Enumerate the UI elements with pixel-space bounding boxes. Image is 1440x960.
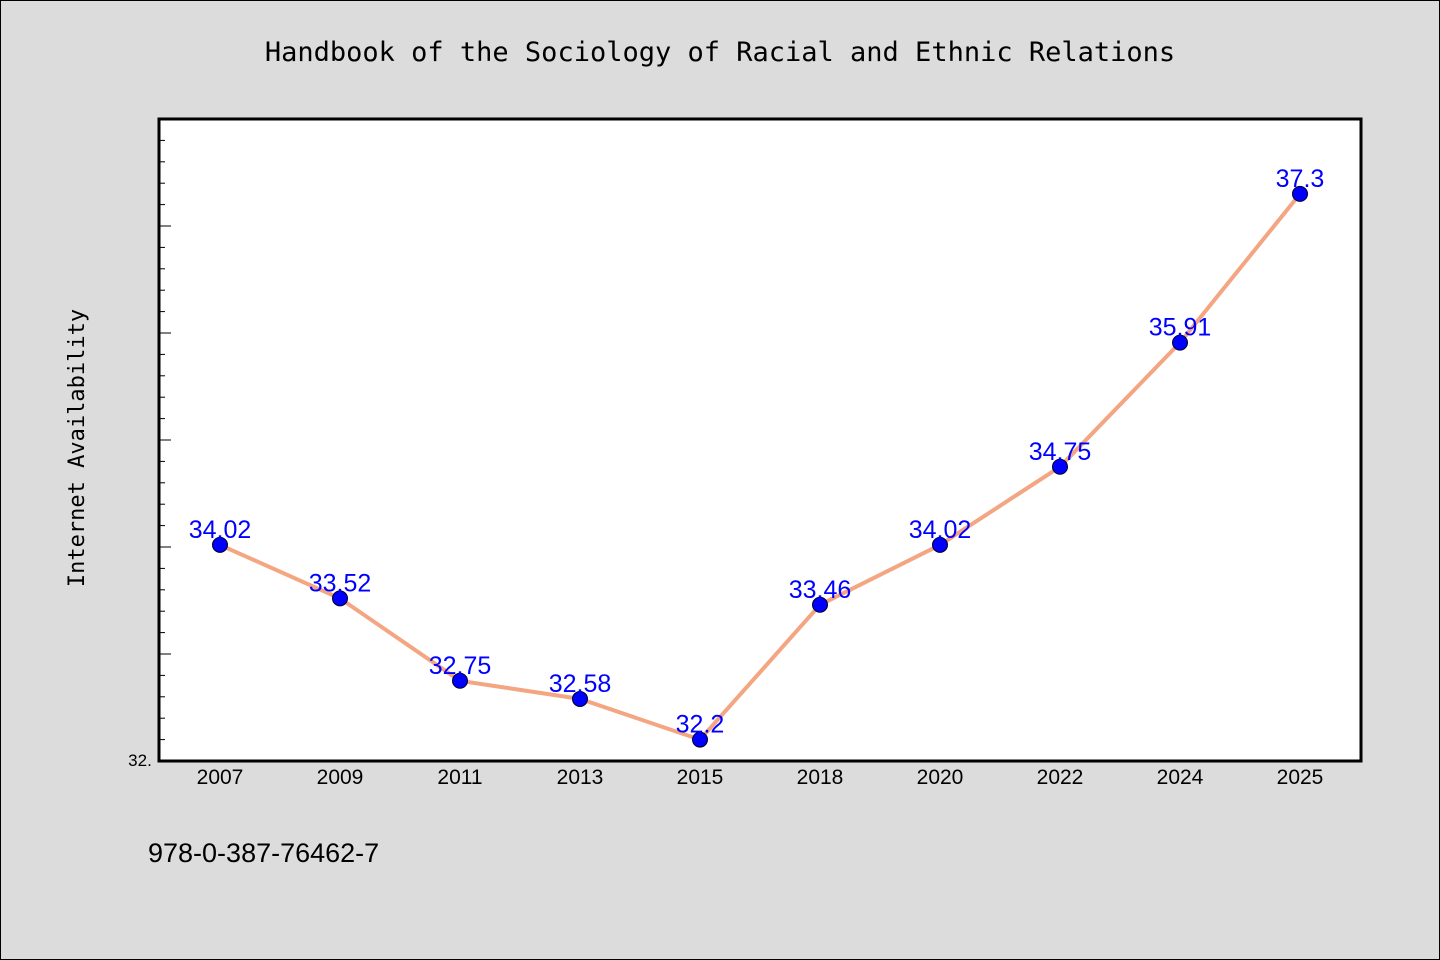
series-line	[218, 191, 1302, 742]
x-tick-label: 2015	[677, 766, 724, 789]
chart-title: Handbook of the Sociology of Racial and …	[265, 37, 1175, 68]
data-point	[332, 590, 348, 607]
data-label: 32.2	[676, 711, 725, 739]
x-tick-label: 2007	[197, 766, 244, 789]
x-tick-label: 2022	[1037, 766, 1084, 789]
x-tick-label: 2024	[1157, 766, 1204, 789]
data-label: 35.91	[1149, 314, 1212, 342]
data-label: 37.3	[1276, 165, 1325, 193]
y-axis-ticks	[159, 118, 171, 762]
y-axis-label: Internet Availability	[65, 309, 90, 587]
x-tick-label: 2025	[1277, 766, 1324, 789]
x-tick-label: 2009	[317, 766, 364, 789]
data-point	[212, 536, 228, 553]
data-point	[692, 731, 708, 748]
series-markers	[212, 185, 1308, 748]
data-label: 34.02	[189, 516, 252, 544]
data-point	[1172, 334, 1188, 351]
x-tick-label: 2011	[437, 766, 482, 789]
x-tick-label: 2020	[917, 766, 964, 789]
data-label: 32.75	[429, 652, 492, 680]
data-labels: 34.02 33.52 32.75 32.58 32.2 33.46 34.02 34.75 3…	[189, 165, 1325, 739]
data-point	[1292, 185, 1308, 202]
data-label: 34.02	[909, 516, 972, 544]
data-label: 34.75	[1029, 438, 1092, 466]
data-point	[1052, 458, 1068, 475]
x-axis-tick-labels: 2007 2009 2011 2013 2015 2018 2020 2022 2024 2025	[197, 766, 1324, 789]
x-tick-label: 2018	[797, 766, 844, 789]
data-label: 32.58	[549, 670, 612, 698]
x-tick-label: 2013	[557, 766, 604, 789]
data-label: 33.52	[309, 569, 372, 597]
y-tick-label: 32.	[128, 751, 152, 770]
plot-area	[157, 117, 1363, 763]
data-point	[812, 596, 828, 613]
data-point	[452, 672, 468, 689]
footer-isbn: 978-0-387-76462-7	[148, 838, 379, 868]
data-label: 33.46	[789, 576, 852, 604]
data-point	[932, 536, 948, 553]
data-point	[572, 690, 588, 707]
